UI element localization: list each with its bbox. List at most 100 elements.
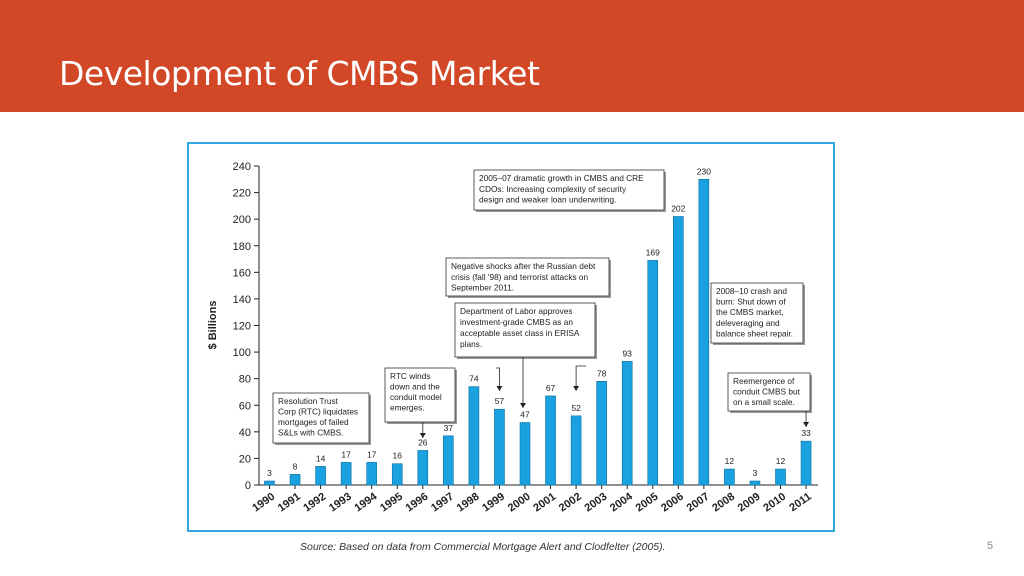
annotation-text: Corp (RTC) liquidates [278, 407, 358, 417]
bar [340, 462, 352, 486]
annotation-text: design and weaker loan underwriting. [479, 195, 616, 205]
annotation-text: conduit CMBS but [733, 387, 801, 397]
annotation-box [384, 367, 456, 423]
arrow-2000 [520, 357, 526, 408]
bar-value-label: 37 [444, 423, 454, 433]
bar [315, 466, 326, 486]
annotation-text: mortgages of failed [278, 417, 349, 427]
x-tick-label: 1991 [276, 491, 303, 515]
annotation-text: Resolution Trust [278, 396, 339, 406]
x-tick-label: 1996 [404, 491, 431, 515]
bar [570, 415, 582, 486]
bar-value-label: 93 [622, 348, 632, 358]
bar-value-label: 78 [597, 368, 607, 378]
x-tick-label: 2006 [659, 491, 686, 515]
annotation-text: RTC winds [390, 371, 430, 381]
bar-value-label: 47 [520, 410, 530, 420]
bar [264, 480, 275, 486]
x-tick-label: 2008 [710, 491, 737, 515]
x-tick-label: 2010 [761, 491, 788, 515]
cmbs-issuance-bar-chart: 0 20 40 60 80 100 120 140 160 180 200 220 240 $ Billi… [207, 161, 819, 515]
x-tick-label: 2011 [787, 491, 813, 515]
arrow-head [520, 403, 526, 408]
x-tick-label: 2002 [557, 491, 584, 515]
arrow-head [496, 386, 503, 391]
y-tick-label: 0 [245, 480, 251, 492]
arrow-head [573, 386, 580, 391]
bar [366, 462, 377, 486]
x-tick-label: 1990 [250, 491, 277, 515]
annotation-text: September 2011. [451, 283, 514, 293]
arrow-line [575, 365, 587, 391]
x-tick-label: 2003 [582, 491, 609, 515]
anno-dramatic-growth: 2005–07 dramatic growth in CMBS and CREC… [473, 169, 666, 212]
y-tick-label: 180 [233, 241, 251, 253]
bar-value-label: 57 [495, 396, 505, 406]
annotation-text: S&Ls with CMBS. [278, 428, 343, 438]
annotation-box [272, 392, 370, 444]
y-tick-label: 120 [233, 321, 251, 333]
bar-value-label: 230 [697, 166, 711, 176]
x-tick-label: 1997 [429, 491, 456, 515]
x-tick-label: 1998 [455, 491, 482, 515]
annotation-text: Department of Labor approves [460, 306, 573, 316]
arrow-head [419, 433, 426, 438]
y-tick-label: 80 [239, 374, 251, 386]
annotation-box [710, 282, 804, 344]
x-tick-label: 1993 [327, 491, 354, 515]
x-tick-label: 1992 [301, 491, 328, 515]
annotation-text: down and the [390, 382, 440, 392]
bar [621, 361, 633, 486]
annotation-text: burn: Shut down of [716, 297, 786, 307]
annotation-text: 2008–10 crash and [716, 286, 787, 296]
anno-negative-shocks: Negative shocks after the Russian debtcr… [445, 257, 611, 298]
annotation-text: the CMBS market, [716, 307, 784, 317]
bar-value-label: 16 [393, 451, 403, 461]
annotation-box [727, 372, 811, 412]
bar [391, 463, 403, 486]
bar-value-label: 8 [293, 461, 298, 471]
bar [775, 468, 786, 486]
annotation-text: on a small scale. [733, 397, 795, 407]
y-tick-label: 160 [233, 267, 251, 279]
bar-value-label: 169 [646, 247, 660, 257]
bar-value-label: 26 [418, 437, 428, 447]
arrow-2002 [573, 365, 587, 391]
bar [647, 260, 659, 486]
y-tick-label: 60 [239, 400, 251, 412]
annotation-text: deleveraging and [716, 318, 780, 328]
annotation-text: crisis (fall '98) and terrorist attacks … [451, 272, 589, 282]
bar-value-label: 33 [801, 428, 811, 438]
bar [289, 474, 301, 486]
y-axis-label: $ Billions [207, 301, 219, 350]
bar-value-label: 14 [316, 453, 326, 463]
annotation-text: CDOs: Increasing complexity of security [479, 184, 627, 194]
bar-value-label: 74 [469, 374, 479, 384]
annotation-text: Negative shocks after the Russian debt [451, 261, 596, 271]
slide-title: Development of CMBS Market [59, 54, 540, 93]
x-tick-label: 1999 [480, 491, 507, 515]
arrow-head [803, 422, 810, 427]
page-number: 5 [987, 540, 994, 552]
y-tick-label: 240 [233, 161, 251, 173]
bar [468, 386, 480, 486]
bar [494, 408, 505, 486]
bar [749, 480, 761, 486]
annotation-box [473, 169, 665, 211]
bar-value-label: 52 [571, 403, 581, 413]
arrow-line [495, 367, 500, 391]
annotation-text: plans. [460, 339, 482, 349]
anno-dol-erisa: Department of Labor approvesinvestment-g… [454, 302, 597, 359]
y-tick-label: 220 [233, 188, 251, 200]
x-tick-label: 2000 [506, 491, 533, 515]
x-tick-label: 1994 [352, 490, 380, 514]
annotation-text: acceptable asset class in ERISA [460, 328, 580, 338]
annotation-text: conduit model [390, 392, 442, 402]
x-tick-label: 2009 [736, 491, 763, 515]
chart-bars [264, 178, 812, 486]
bar [596, 381, 607, 486]
